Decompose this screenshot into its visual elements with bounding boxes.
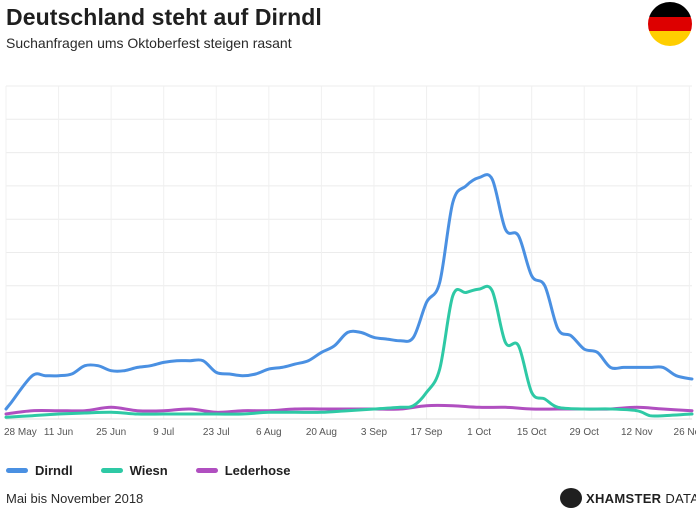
x-tick-label: 26 Nov [674,427,696,438]
x-tick-label: 11 Jun [44,427,73,438]
legend-item-lederhose: Lederhose [195,463,291,478]
x-tick-label: 12 Nov [621,427,653,438]
legend-label-wiesn: Wiesn [129,463,168,478]
legend-item-wiesn: Wiesn [100,463,168,478]
x-tick-label: 25 Jun [96,427,126,438]
x-tick-label: 17 Sep [411,427,443,438]
legend-item-dirndl: Dirndl [6,463,73,478]
x-axis-ticks: 28 May 11 Jun 25 Jun 9 Jul 23 Jul 6 Aug 20 Aug… [4,427,696,438]
series-lines [4,173,694,419]
hamster-logo-icon [560,488,582,508]
flag-band-gold [648,31,692,46]
x-tick-label: 23 Jul [203,427,230,438]
germany-flag-icon [648,2,692,46]
chart-subtitle: Suchanfragen ums Oktoberfest steigen ras… [6,35,292,51]
legend-swatch-lederhose [195,468,218,473]
legend: Dirndl Wiesn Lederhose [6,463,290,478]
legend-swatch-wiesn [100,468,123,473]
x-tick-label: 3 Sep [361,427,388,438]
x-tick-label: 20 Aug [306,427,337,438]
legend-label-dirndl: Dirndl [35,463,73,478]
brand-logo: XHAMSTER DATA [560,488,696,508]
period-caption: Mai bis November 2018 [6,491,144,506]
brand-name-part2: DATA [665,490,696,506]
chart-title: Deutschland steht auf Dirndl [6,4,322,30]
x-tick-label: 28 May [4,427,37,438]
legend-swatch-dirndl [6,468,28,473]
legend-label-lederhose: Lederhose [224,463,291,478]
x-tick-label: 9 Jul [153,427,174,438]
series-line-dirndl [4,173,694,411]
brand-name-part1: XHAMSTER [586,490,662,506]
flag-band-black [648,2,692,17]
line-chart: 28 May 11 Jun 25 Jun 9 Jul 23 Jul 6 Aug 20 Aug… [4,85,696,438]
series-line-wiesn [4,284,694,419]
x-tick-label: 15 Oct [517,427,547,438]
flag-band-red [648,16,692,32]
x-tick-label: 1 Oct [467,427,491,438]
x-tick-label: 29 Oct [570,427,600,438]
x-tick-label: 6 Aug [256,427,282,438]
